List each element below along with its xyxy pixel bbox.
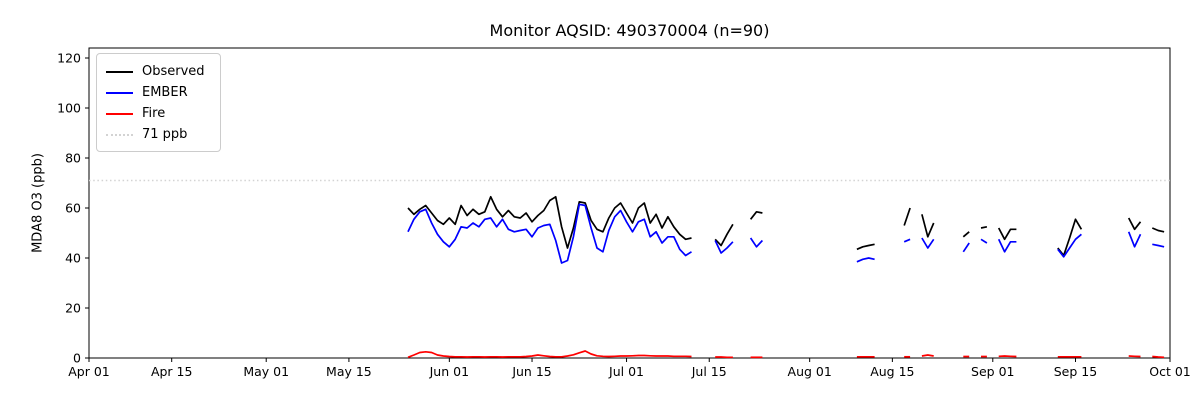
x-tick-label: Oct 01 — [1149, 364, 1191, 379]
series-line-fire — [1128, 355, 1141, 358]
series-line-ember — [980, 238, 988, 244]
chart-title: Monitor AQSID: 490370004 (n=90) — [489, 21, 770, 40]
x-tick-label: Aug 15 — [870, 364, 914, 379]
series-line-fire — [921, 354, 934, 357]
x-tick-label: May 01 — [243, 364, 289, 379]
threshold-line-sample — [106, 133, 133, 136]
legend-item-ember: EMBER — [106, 82, 210, 103]
plot-border — [88, 47, 1171, 359]
series-line-observed — [962, 231, 970, 238]
series-line-ember — [903, 238, 911, 243]
x-tick-label: Sep 15 — [1054, 364, 1097, 379]
y-tick-label: 120 — [57, 51, 81, 66]
y-tick-label: 40 — [65, 251, 81, 266]
series-line-observed — [921, 214, 935, 238]
legend: Observed EMBER Fire 71 ppb — [96, 53, 221, 152]
legend-item-observed: Observed — [106, 61, 210, 82]
series-line-observed — [407, 195, 692, 249]
series-line-observed — [903, 207, 911, 226]
legend-label-ember: EMBER — [142, 85, 188, 100]
x-tick-label: May 15 — [326, 364, 372, 379]
series-line-fire — [998, 355, 1017, 358]
x-tick-label: Jun 01 — [429, 364, 469, 379]
series-line-observed — [1127, 217, 1142, 231]
series-line-ember — [856, 257, 875, 263]
series-line-observed — [856, 243, 875, 251]
x-tick-label: Jul 15 — [691, 364, 727, 379]
series-line-ember — [1057, 233, 1082, 258]
series-line-observed — [749, 210, 763, 220]
series-line-ember — [407, 203, 692, 264]
x-tick-label: Sep 01 — [971, 364, 1014, 379]
legend-label-fire: Fire — [142, 106, 166, 121]
series-line-ember — [714, 240, 734, 254]
series-line-ember — [749, 237, 764, 248]
series-line-ember — [997, 238, 1017, 253]
y-tick-label: 100 — [57, 101, 81, 116]
x-tick-label: Jun 15 — [511, 364, 551, 379]
x-tick-label: Aug 01 — [788, 364, 832, 379]
legend-label-threshold: 71 ppb — [142, 127, 188, 142]
series-line-fire — [407, 350, 692, 359]
x-tick-label: Apr 15 — [151, 364, 193, 379]
y-tick-label: 80 — [65, 151, 81, 166]
series-line-observed — [980, 225, 988, 229]
series-line-ember — [1127, 231, 1142, 248]
y-tick-label: 20 — [65, 301, 81, 316]
series-line-observed — [714, 223, 734, 247]
series-line-observed — [1151, 227, 1165, 233]
legend-label-observed: Observed — [142, 64, 205, 79]
y-tick-label: 0 — [73, 351, 81, 366]
x-tick-label: Jul 01 — [608, 364, 644, 379]
observed-line-sample — [106, 70, 133, 73]
legend-item-threshold: 71 ppb — [106, 124, 210, 145]
series-line-ember — [962, 242, 970, 253]
y-tick-label: 60 — [65, 201, 81, 216]
series-line-observed — [997, 227, 1017, 241]
ember-line-sample — [106, 91, 133, 94]
fire-line-sample — [106, 112, 133, 115]
legend-item-fire: Fire — [106, 103, 210, 124]
x-tick-label: Apr 01 — [68, 364, 110, 379]
series-line-ember — [921, 237, 935, 249]
series-line-ember — [1152, 243, 1165, 248]
series-line-fire — [1152, 355, 1165, 359]
